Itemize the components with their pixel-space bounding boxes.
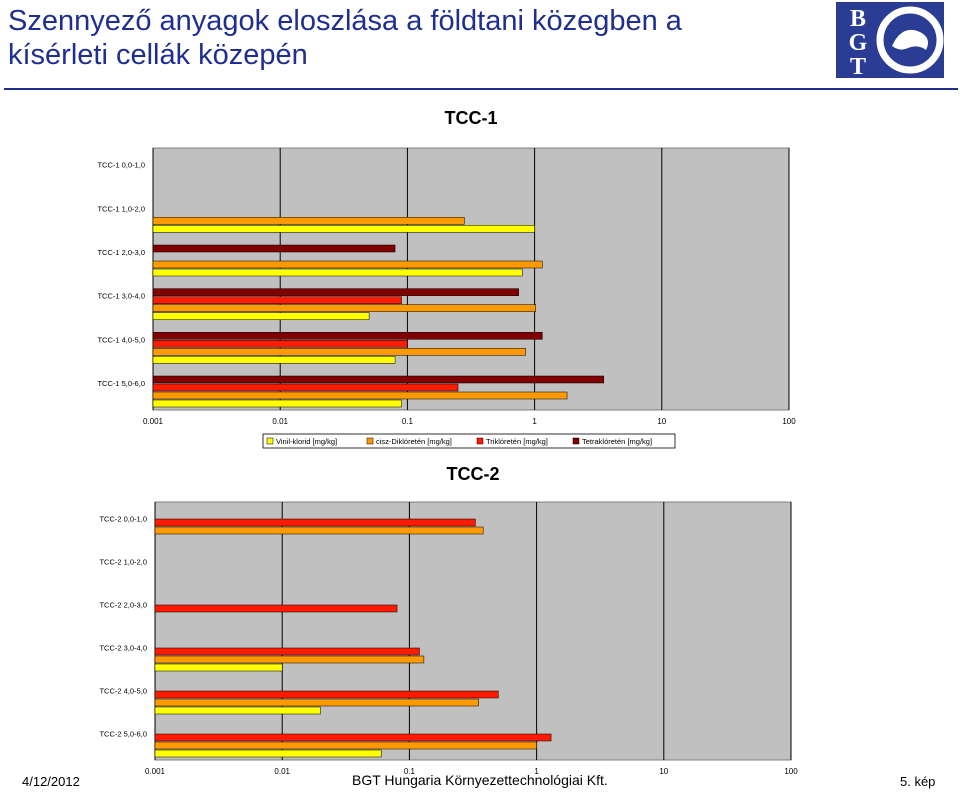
chart-1-legend-swatch xyxy=(266,437,274,445)
chart-1-bar xyxy=(152,304,536,312)
chart-tcc-2: TCC-2 0.001 0.01 0.1 1 10 100 TCC-2 0,0-1,0 TCC-… xyxy=(80,460,804,778)
chart-2-bar xyxy=(154,706,321,715)
chart-1-legend-label: Tetraklóretén [mg/kg] xyxy=(582,437,652,446)
chart-2-bar xyxy=(154,647,420,656)
logo-letter-t: T xyxy=(850,54,866,78)
logo-letter-g: G xyxy=(849,30,868,56)
footer-page-number: 5. kép xyxy=(900,774,936,789)
chart-tcc-1-svg: TCC-1 0.001 0.01 0.1 1 10 100 TCC-1 0,0-1,0 TCC-… xyxy=(80,96,804,456)
chart-2-category-label: TCC-2 2,0-3,0 xyxy=(99,600,147,609)
chart-1-tick-label: 10 xyxy=(657,417,666,426)
chart-1-legend xyxy=(262,433,676,449)
chart-1-bar xyxy=(152,296,402,304)
chart-1-legend-swatch xyxy=(572,437,580,445)
slide-title: Szennyező anyagok eloszlása a földtani k… xyxy=(8,4,828,72)
chart-2-tick-label: 0.1 xyxy=(404,767,416,776)
chart-1-category-label: TCC-1 2,0-3,0 xyxy=(97,248,145,257)
chart-2-category-label: TCC-2 5,0-6,0 xyxy=(99,729,147,738)
chart-tcc-2-svg: TCC-2 0.001 0.01 0.1 1 10 100 TCC-2 0,0-1,0 TCC-… xyxy=(80,460,804,778)
chart-2-title: TCC-2 xyxy=(447,464,500,484)
chart-2-bar xyxy=(154,698,479,707)
chart-1-tick-label: 0.001 xyxy=(143,417,164,426)
chart-1-bar xyxy=(152,356,396,364)
chart-2-plot-area xyxy=(154,501,792,761)
chart-1-content: TCC-1 0.001 0.01 0.1 1 10 100 TCC-1 0,0-1,0 TCC-… xyxy=(80,96,804,456)
chart-2-tick-label: 100 xyxy=(784,767,798,776)
chart-1-tick-label: 1 xyxy=(532,417,537,426)
chart-1-legend-swatch xyxy=(366,437,374,445)
logo-letter-b: B xyxy=(850,6,866,32)
footer-date: 4/12/2012 xyxy=(22,774,80,789)
title-divider xyxy=(4,88,958,90)
chart-1-legend-label: Triklóretén [mg/kg] xyxy=(486,437,548,446)
chart-1-bar xyxy=(152,348,526,356)
chart-1-category-label: TCC-1 0,0-1,0 xyxy=(97,161,145,170)
chart-1-title: TCC-1 xyxy=(445,108,498,128)
chart-1-bar xyxy=(152,340,408,348)
chart-1-bar xyxy=(152,268,523,277)
chart-2-bar xyxy=(154,655,425,664)
chart-2-content: TCC-2 0.001 0.01 0.1 1 10 100 TCC-2 0,0-1,0 TCC-… xyxy=(80,460,804,778)
chart-2-bar xyxy=(154,604,398,613)
chart-1-bar xyxy=(152,383,459,392)
chart-1-legend-label: cisz-Diklóretén [mg/kg] xyxy=(376,437,452,446)
chart-1-tick-label: 100 xyxy=(782,417,796,426)
chart-1-plot-area xyxy=(152,147,790,411)
chart-2-bar xyxy=(154,741,537,750)
chart-2-category-label: TCC-2 1,0-2,0 xyxy=(99,557,147,566)
chart-1-bar xyxy=(152,244,396,253)
chart-1-tick-label: 0.1 xyxy=(402,417,414,426)
slide-title-line2: kísérleti cellák közepén xyxy=(8,39,308,71)
chart-2-category-label: TCC-2 4,0-5,0 xyxy=(99,686,147,695)
chart-2-tick-label: 1 xyxy=(534,767,539,776)
chart-1-bar xyxy=(152,217,465,225)
chart-1-category-label: TCC-1 5,0-6,0 xyxy=(97,379,145,388)
chart-2-bar xyxy=(154,749,382,758)
chart-1-bar xyxy=(152,288,519,296)
chart-2-category-label: TCC-2 0,0-1,0 xyxy=(99,514,147,523)
chart-1-bar xyxy=(152,332,543,340)
chart-2-bar xyxy=(154,518,476,527)
chart-1-bar xyxy=(152,312,370,320)
chart-1-category-label: TCC-1 1,0-2,0 xyxy=(97,204,145,213)
chart-1-bar xyxy=(152,399,402,408)
chart-1-legend-swatch xyxy=(476,437,484,445)
chart-1-bar xyxy=(152,391,568,400)
chart-2-tick-label: 10 xyxy=(659,767,668,776)
logo-wave-icon xyxy=(892,29,928,50)
footer-company: BGT Hungaria Környezettechnológiai Kft. xyxy=(352,772,608,788)
chart-2-bar xyxy=(154,526,484,535)
bgt-logo: B G T xyxy=(836,2,944,78)
chart-1-bar xyxy=(152,375,605,384)
chart-1-category-label: TCC-1 4,0-5,0 xyxy=(97,335,145,344)
chart-1-tick-label: 0.01 xyxy=(272,417,288,426)
chart-tcc-1: TCC-1 0.001 0.01 0.1 1 10 100 TCC-1 0,0-1,0 TCC-… xyxy=(80,96,804,456)
chart-1-bar xyxy=(152,260,543,269)
chart-2-category-label: TCC-2 3,0-4,0 xyxy=(99,643,147,652)
logo-ring-icon xyxy=(876,6,944,74)
chart-1-legend-label: Vinil-klorid [mg/kg] xyxy=(276,437,337,446)
slide-title-line1: Szennyező anyagok eloszlása a földtani k… xyxy=(8,5,682,37)
chart-1-bar xyxy=(152,225,535,233)
chart-2-bar xyxy=(154,690,499,699)
chart-2-bar xyxy=(154,733,552,742)
chart-2-tick-label: 0.001 xyxy=(145,767,166,776)
chart-2-bar xyxy=(154,663,283,672)
chart-1-category-label: TCC-1 3,0-4,0 xyxy=(97,292,145,301)
chart-2-tick-label: 0.01 xyxy=(274,767,290,776)
